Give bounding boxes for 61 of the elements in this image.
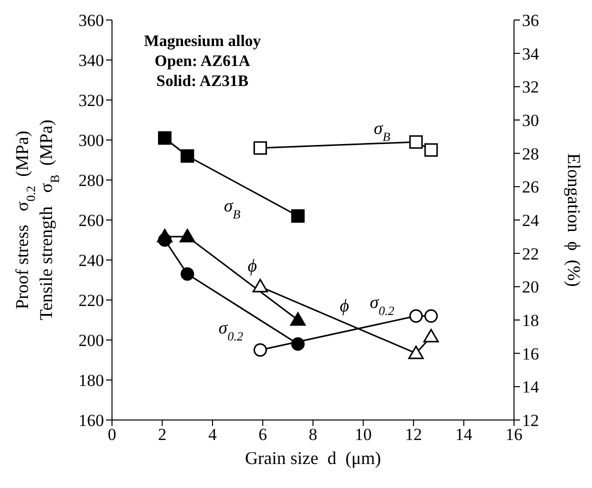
y2-axis-title: Elongation ϕ (%) bbox=[564, 153, 584, 287]
y-tick-label: 280 bbox=[78, 171, 104, 190]
series-label: ϕ bbox=[248, 256, 257, 276]
y-tick-label: 260 bbox=[78, 211, 104, 230]
annotation: Magnesium alloy bbox=[144, 32, 261, 52]
point bbox=[424, 143, 438, 157]
point bbox=[291, 209, 305, 223]
y-tick-label: 180 bbox=[78, 371, 104, 390]
y2-tick-label: 18 bbox=[522, 311, 539, 330]
x-tick-label: 12 bbox=[405, 425, 422, 444]
y-tick-label: 240 bbox=[78, 251, 104, 270]
y2-tick-label: 34 bbox=[522, 44, 540, 64]
y2-tick-label: 12 bbox=[522, 411, 539, 430]
y2-tick-label: 28 bbox=[522, 144, 539, 164]
point bbox=[290, 312, 306, 326]
series-label: σ$_{B}$ bbox=[224, 195, 241, 222]
point bbox=[409, 309, 423, 323]
point bbox=[424, 309, 438, 323]
series-label: σ$_{B}$ bbox=[374, 118, 391, 144]
point bbox=[253, 141, 267, 155]
y2-tick-label: 36 bbox=[522, 11, 539, 30]
point bbox=[158, 131, 172, 145]
x-tick-label: 16 bbox=[506, 425, 522, 444]
y2-tick-label: 22 bbox=[522, 244, 539, 264]
series-label: σ$_{0.2}$ bbox=[370, 292, 396, 318]
series-label: ϕ bbox=[340, 295, 350, 316]
y2-tick-label: 32 bbox=[522, 78, 539, 97]
y2-tick-label: 30 bbox=[522, 111, 539, 130]
y-tick-label: 360 bbox=[78, 11, 104, 30]
x-tick-label: 0 bbox=[108, 425, 116, 444]
y2-tick-label: 16 bbox=[522, 344, 539, 364]
y-tick-label: 160 bbox=[78, 411, 104, 430]
y2-tick-label: 20 bbox=[522, 278, 539, 297]
x-tick-label: 4 bbox=[208, 425, 218, 444]
x-tick-label: 10 bbox=[354, 425, 372, 444]
y-tick-label: 220 bbox=[78, 291, 104, 310]
annotation: Solid: AZ31B bbox=[155, 72, 250, 92]
point bbox=[252, 278, 268, 292]
y-tick-label: 340 bbox=[78, 51, 104, 70]
x-tick-label: 8 bbox=[308, 425, 318, 444]
y-tick-label: 300 bbox=[78, 131, 104, 150]
point bbox=[423, 328, 439, 342]
point bbox=[180, 149, 194, 163]
y2-tick-label: 26 bbox=[522, 178, 539, 197]
y-tick-label: 200 bbox=[78, 331, 104, 350]
point bbox=[180, 267, 194, 281]
annotation: Open: AZ61A bbox=[154, 52, 252, 72]
point bbox=[409, 135, 423, 149]
y-tick-label: 320 bbox=[78, 91, 104, 110]
point bbox=[180, 228, 196, 242]
series-label: σ$_{0.2}$ bbox=[218, 318, 244, 344]
point bbox=[157, 228, 173, 242]
x-axis-title: Grain size d (μm) bbox=[244, 448, 382, 468]
y2-tick-label: 14 bbox=[522, 378, 540, 397]
point bbox=[408, 346, 424, 360]
point bbox=[291, 337, 305, 351]
x-tick-label: 14 bbox=[455, 425, 473, 444]
point bbox=[253, 343, 267, 357]
y2-tick-label: 24 bbox=[522, 211, 540, 230]
x-tick-label: 6 bbox=[258, 425, 267, 444]
x-tick-label: 2 bbox=[158, 425, 166, 444]
